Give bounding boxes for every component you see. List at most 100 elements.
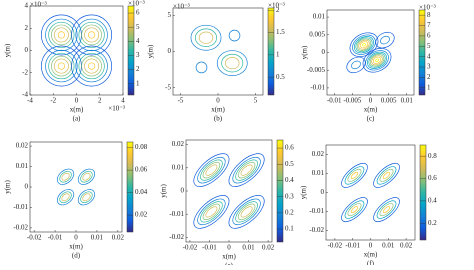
- contour-line: [221, 53, 244, 73]
- y-tick-label: -0.02: [309, 226, 324, 234]
- contour-line: [75, 49, 108, 83]
- y-tick-label: 2: [25, 24, 29, 32]
- contour-line: [369, 54, 385, 67]
- contour-line: [382, 171, 391, 179]
- contour-line: [59, 170, 72, 183]
- contour-line: [341, 162, 368, 188]
- colorbar-tick-label: 5: [136, 23, 140, 31]
- contour-line: [57, 62, 66, 70]
- contour-line: [193, 153, 230, 187]
- contour-line: [376, 166, 397, 185]
- contour-line: [84, 27, 100, 43]
- x-tick-label: 0: [369, 97, 373, 105]
- x-axis-label: x(m): [211, 106, 225, 114]
- contour-line: [82, 193, 91, 202]
- contour-line: [81, 24, 102, 46]
- contours: [190, 24, 248, 76]
- contour-line: [56, 189, 75, 206]
- contour-line: [45, 49, 78, 83]
- x-axis-label: x(m): [222, 253, 236, 261]
- y-tick-label: 0.01: [313, 13, 326, 21]
- y-tick-label: -0.02: [13, 224, 28, 232]
- contour-line: [78, 21, 105, 49]
- contour-line: [228, 195, 265, 229]
- contour-line: [373, 162, 400, 188]
- contour-line: [53, 27, 69, 43]
- contour-line: [78, 52, 105, 80]
- colorbar-exponent: ×10⁻³: [128, 0, 145, 8]
- colorbar-tick-label: 0.4: [285, 176, 294, 184]
- y-axis-label: y(m): [147, 44, 155, 58]
- colorbar-tick-label: 5: [427, 42, 431, 50]
- contour-line: [77, 168, 96, 185]
- colorbar-tick-label: 1: [276, 50, 280, 58]
- x-tick-label: -0.02: [27, 234, 42, 242]
- colorbar-exponent: ×10⁻³: [268, 2, 285, 10]
- contours: [346, 31, 395, 74]
- contour-line: [347, 168, 362, 182]
- contour-line: [353, 36, 375, 54]
- x-tick-label: 0.01: [401, 97, 414, 105]
- x-tick-label: -0.02: [183, 244, 198, 252]
- contour-line: [202, 203, 221, 221]
- contour-line: [365, 50, 389, 71]
- contour-line: [380, 35, 390, 45]
- contour-line: [382, 206, 391, 214]
- contour-line: [362, 43, 366, 47]
- colorbar-tick-label: 1: [136, 79, 140, 87]
- colorbar-tick-label: 0.5: [285, 160, 294, 168]
- contours: [56, 168, 96, 206]
- colorbar-tick-label: 0.08: [135, 143, 148, 151]
- colorbar-tick-label: 0.06: [135, 166, 148, 174]
- y-tick-label: -5: [165, 83, 171, 91]
- contour-line: [240, 206, 253, 218]
- contour-line: [375, 31, 395, 49]
- contour-line: [48, 52, 75, 80]
- contour-line: [237, 161, 256, 179]
- colorbar-tick-label: 2: [276, 6, 280, 14]
- y-tick-label: -2: [22, 68, 28, 76]
- contour-line: [358, 39, 370, 50]
- y-tick-label: 0: [25, 183, 29, 191]
- x-tick-label: 0.02: [400, 242, 413, 250]
- contour-line: [56, 168, 75, 185]
- contour-line: [200, 201, 223, 223]
- colorbar: [276, 139, 284, 243]
- contour-line: [379, 168, 394, 182]
- y-tick-label: 0: [181, 187, 185, 195]
- plot-frame: [325, 144, 416, 241]
- contour-line: [355, 37, 373, 53]
- contour-line: [205, 164, 218, 176]
- x-tick-label: 0.01: [382, 242, 395, 250]
- y-tick-label: -0.02: [169, 233, 184, 241]
- contour-line: [235, 159, 258, 181]
- x-axis-label: x(m): [69, 243, 83, 251]
- contour-line: [376, 200, 397, 219]
- y-axis-label: y(m): [301, 45, 309, 59]
- colorbar: [419, 144, 427, 241]
- panel-label: (b): [214, 115, 223, 123]
- y-tick-label: -0.01: [310, 84, 325, 92]
- contour-line: [61, 172, 70, 181]
- contour-line: [80, 170, 93, 183]
- x-tick-label: -5: [178, 97, 184, 105]
- contour-line: [346, 56, 366, 74]
- y-tick-label: 0: [322, 48, 326, 56]
- colorbar-tick-label: 0.6: [428, 174, 437, 182]
- colorbar-tick-label: 0.04: [135, 188, 148, 196]
- contour-line: [356, 38, 372, 51]
- contour-line: [195, 28, 217, 47]
- contour-line: [71, 45, 113, 87]
- contour-line: [352, 34, 376, 55]
- contour-line: [240, 164, 253, 176]
- colorbar: [418, 9, 426, 96]
- colorbar-tick-label: 4: [136, 37, 140, 45]
- y-tick-label: 0.02: [312, 150, 325, 158]
- colorbar: [267, 7, 275, 96]
- contour-line: [77, 189, 96, 206]
- colorbar-tick-label: 2: [427, 73, 431, 81]
- x-axis-label: x(m): [364, 251, 378, 259]
- plot-frame: [29, 141, 123, 233]
- x-tick-label: 0.02: [112, 234, 125, 242]
